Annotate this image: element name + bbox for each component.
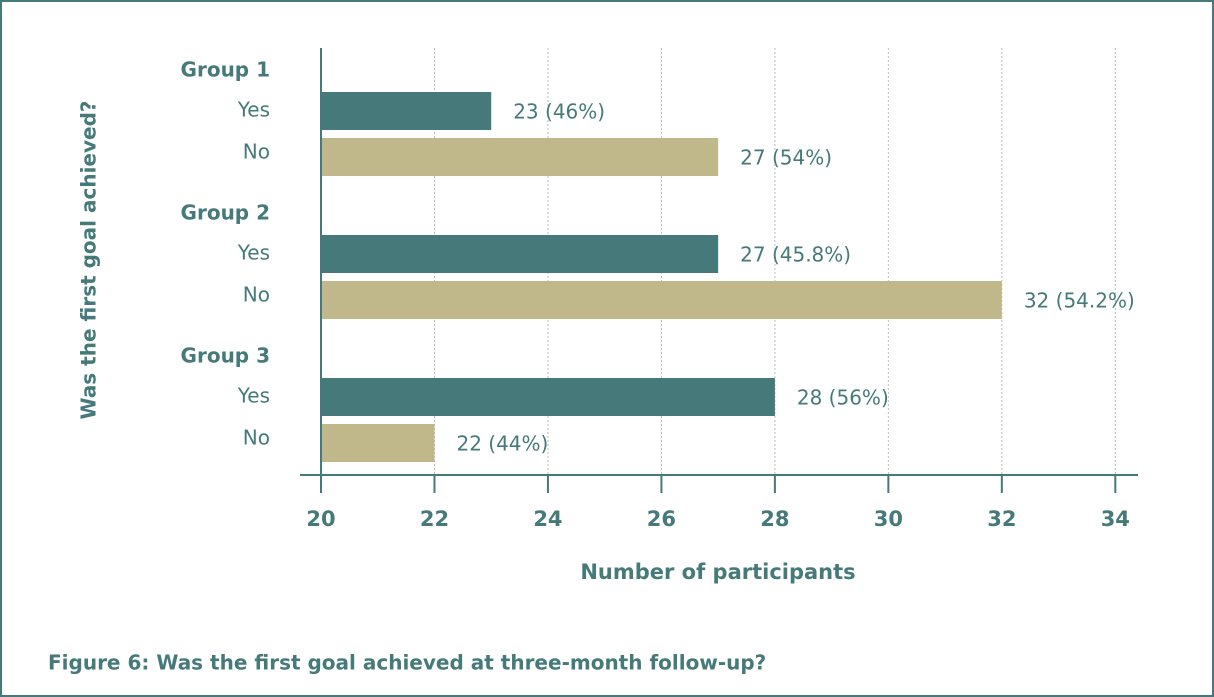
value-label: 23 (46%) xyxy=(513,100,605,124)
caption: Figure 6: Was the first goal achieved at… xyxy=(48,651,766,675)
bar xyxy=(321,92,492,130)
x-tick-label: 32 xyxy=(987,507,1016,531)
y-tick-label: Yes xyxy=(237,98,270,122)
bar xyxy=(321,424,435,462)
x-axis-label: Number of participants xyxy=(580,560,855,584)
x-tick-label: 22 xyxy=(420,507,449,531)
value-label: 27 (54%) xyxy=(740,146,832,170)
y-tick-label: No xyxy=(243,140,270,164)
x-tick-label: 30 xyxy=(874,507,903,531)
value-label: 28 (56%) xyxy=(797,386,889,410)
bar xyxy=(321,281,1002,319)
y-tick-label: Yes xyxy=(237,384,270,408)
bar xyxy=(321,138,719,176)
value-label: 27 (45.8%) xyxy=(740,243,851,267)
value-label: 32 (54.2%) xyxy=(1024,289,1135,313)
x-tick-label: 34 xyxy=(1101,507,1130,531)
x-tick-label: 24 xyxy=(533,507,562,531)
bar xyxy=(321,378,775,416)
y-tick-label: No xyxy=(243,283,270,307)
y-tick-label: No xyxy=(243,426,270,450)
x-tick-label: 20 xyxy=(306,507,335,531)
x-tick-label: 26 xyxy=(647,507,676,531)
group-label: Group 3 xyxy=(181,344,270,368)
group-label: Group 1 xyxy=(181,58,270,82)
bar xyxy=(321,235,719,273)
y-axis-label: Was the first goal achieved? xyxy=(77,100,101,419)
x-tick-label: 28 xyxy=(760,507,789,531)
value-label: 22 (44%) xyxy=(456,432,548,456)
group-label: Group 2 xyxy=(181,201,270,225)
y-tick-label: Yes xyxy=(237,241,270,265)
